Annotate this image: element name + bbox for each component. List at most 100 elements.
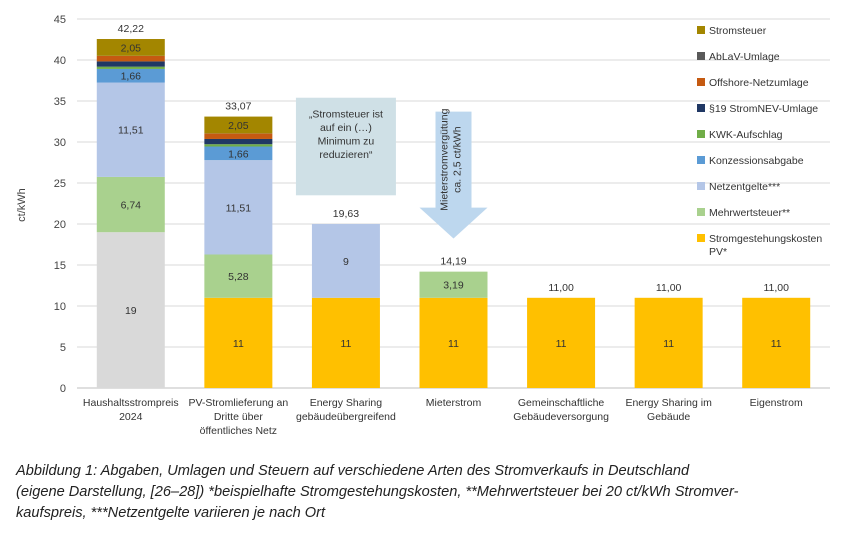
x-tick-label: gebäudeübergreifend [296, 411, 396, 423]
legend-swatch [697, 208, 705, 216]
x-tick-label: Haushaltsstrompreis [83, 397, 179, 409]
bar-segment [311, 297, 380, 388]
legend-label: Stromgestehungskosten [709, 233, 822, 245]
x-tick-label: Gemeinschaftliche [518, 397, 605, 409]
bar-segment [742, 297, 811, 388]
y-tick-label: 20 [54, 219, 66, 231]
total-label: 11,00 [763, 282, 789, 294]
bar-segment [96, 66, 165, 69]
x-tick-label: Mieterstrom [426, 397, 482, 409]
y-tick-label: 35 [54, 96, 66, 108]
down-arrow [419, 111, 488, 239]
x-tick-label: 2024 [119, 411, 143, 423]
bar-segment [419, 271, 488, 298]
y-tick-label: 25 [54, 178, 66, 190]
total-label: 11,00 [656, 282, 682, 294]
legend-swatch [697, 104, 705, 112]
segment-label: 2,05 [228, 120, 249, 132]
figure-caption: Abbildung 1: Abgaben, Umlagen und Steuer… [16, 461, 861, 524]
x-tick-label: Gebäude [647, 411, 690, 423]
legend-swatch [697, 130, 705, 138]
legend-label: AbLaV-Umlage [709, 51, 780, 63]
total-label: 14,19 [440, 256, 466, 268]
legend-label: KWK-Aufschlag [709, 129, 783, 141]
bar-segment [419, 297, 488, 388]
stacked-bar-chart: 0 5 10 15 20 25 30 35 40 45 ct/kWh 19 6,74 11,51 1,6… [16, 14, 830, 437]
bar-segment [311, 224, 380, 298]
bar-segment [204, 138, 273, 145]
bar-segment [204, 144, 273, 147]
caption-line: Abbildung 1: Abgaben, Umlagen und Steuer… [16, 463, 690, 479]
total-label: 42,22 [118, 23, 144, 35]
quote-text: Minimum zu [318, 136, 375, 148]
y-axis-label: ct/kWh [16, 188, 28, 222]
legend: Stromsteuer AbLaV-Umlage Offshore-Netzumla… [697, 25, 822, 258]
segment-label: 1,66 [228, 148, 249, 160]
quote-text: auf ein (…) [320, 122, 372, 134]
total-label: 19,63 [333, 208, 359, 220]
legend-label: Stromsteuer [709, 25, 767, 37]
segment-label: 9 [343, 256, 349, 268]
x-tick-label: Gebäudeversorgung [513, 411, 609, 423]
segment-label: 11 [771, 338, 782, 350]
bar-segment [204, 297, 273, 388]
segment-label: 11 [233, 338, 244, 350]
segment-label: 11,51 [118, 125, 144, 137]
bar-segment [204, 160, 273, 255]
bar-segment [96, 232, 165, 388]
legend-swatch [697, 156, 705, 164]
bar-segment [634, 297, 703, 388]
quote-box [295, 97, 396, 196]
y-tick-label: 0 [60, 383, 66, 395]
bar-segment [527, 297, 596, 388]
arrow-text: ca. 2,5 ct/kWh [452, 126, 464, 193]
y-tick-label: 10 [54, 301, 66, 313]
legend-swatch [697, 78, 705, 86]
total-label: 33,07 [225, 101, 251, 113]
bar-segment [204, 146, 273, 161]
legend-label: Mehrwertsteuer** [709, 207, 790, 219]
segment-label: 11 [663, 338, 674, 350]
legend-swatch [697, 182, 705, 190]
bar-segment [204, 133, 273, 139]
bar-segment [96, 55, 165, 62]
x-tick-label: Energy Sharing [310, 397, 383, 409]
y-tick-label: 15 [54, 260, 66, 272]
caption-line: kaufspreis, ***Netzentgelte variieren je… [16, 505, 326, 521]
arrow-text: Mieterstromvergütung [439, 108, 451, 210]
legend-swatch [697, 52, 705, 60]
bar-segment [96, 176, 165, 233]
legend-label: Konzessionsabgabe [709, 155, 804, 167]
legend-label: PV* [709, 246, 727, 258]
x-tick-label: öffentliches Netz [200, 425, 277, 437]
y-axis: 0 5 10 15 20 25 30 35 40 45 [54, 14, 66, 395]
y-tick-label: 5 [60, 342, 66, 354]
bar-segment [96, 82, 165, 177]
legend-swatch [697, 26, 705, 34]
legend-label: §19 StromNEV-Umlage [709, 103, 818, 115]
segment-label: 5,28 [228, 271, 249, 283]
caption-line: (eigene Darstellung, [26–28]) *beispielh… [16, 484, 739, 500]
segment-label: 1,66 [121, 71, 142, 83]
bars: 19 6,74 11,51 1,66 2,05 42,22 11 5,28 11,51 1,66 2… [96, 23, 811, 388]
segment-label: 6,74 [121, 200, 142, 212]
x-tick-label: Eigenstrom [750, 397, 803, 409]
x-tick-label: PV-Stromlieferung an [188, 397, 288, 409]
segment-label: 2,05 [121, 42, 142, 54]
legend-swatch [697, 234, 705, 242]
legend-label: Offshore-Netzumlage [709, 77, 809, 89]
bar-segment [96, 68, 165, 83]
legend-label: Netzentgelte*** [709, 181, 780, 193]
y-tick-label: 30 [54, 137, 66, 149]
segment-label: 11 [556, 338, 567, 350]
segment-label: 11,51 [226, 202, 252, 214]
bar-segment [204, 254, 273, 298]
total-label: 11,00 [548, 282, 574, 294]
bar-segment [204, 116, 273, 134]
segment-label: 11 [448, 338, 459, 350]
segment-label: 19 [125, 305, 137, 317]
bar-segment [96, 39, 165, 56]
x-tick-label: Energy Sharing im [625, 397, 712, 409]
quote-text: „Stromsteuer ist [309, 109, 383, 121]
